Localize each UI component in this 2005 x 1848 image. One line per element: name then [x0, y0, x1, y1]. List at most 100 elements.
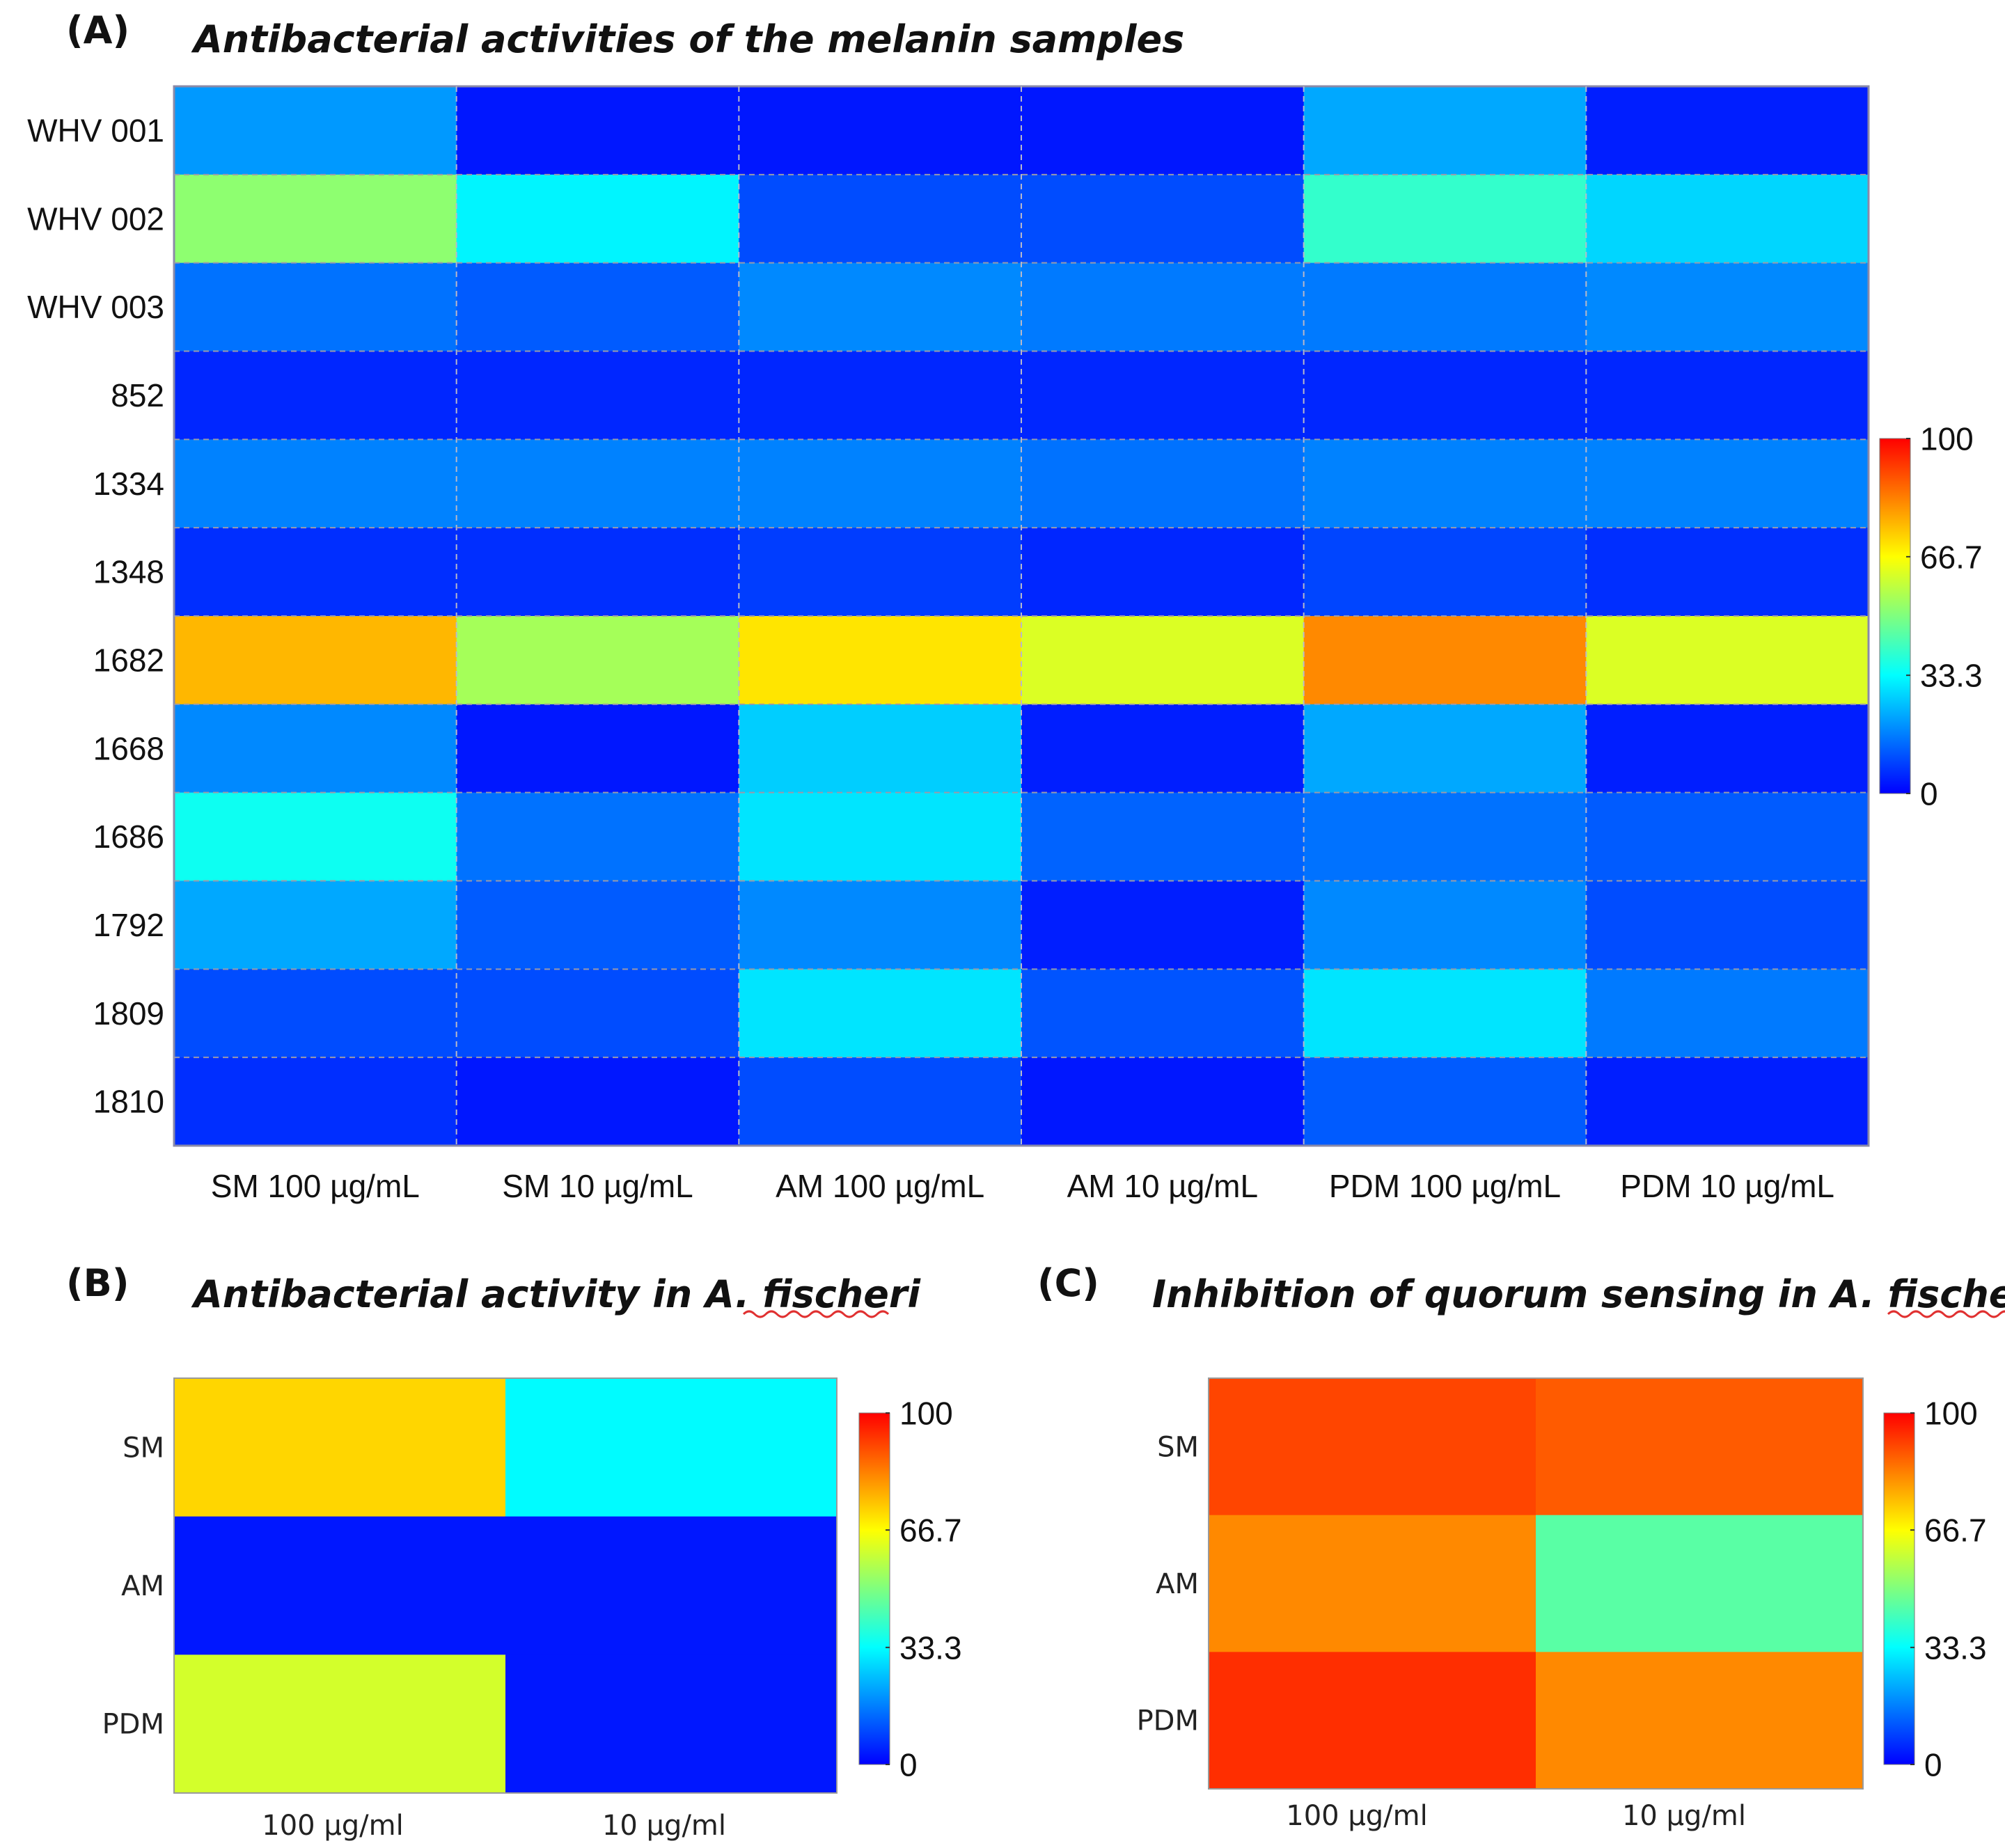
c-cell-r2-c0	[1209, 1652, 1536, 1790]
a-cell-r10-c4	[1303, 969, 1587, 1058]
a-colorbar-tick-2: 33.3	[1920, 658, 1983, 694]
a-cell-r4-c4	[1303, 439, 1587, 528]
c-cell-r1-c0	[1209, 1515, 1536, 1652]
a-cell-r0-c1	[456, 86, 739, 175]
panel-b-row-labels: SM AM PDM	[102, 1432, 164, 1740]
a-row-label-11: 1810	[93, 1084, 164, 1120]
a-cell-r2-c2	[739, 262, 1022, 352]
a-cell-r10-c0	[174, 969, 457, 1058]
a-cell-r1-c5	[1586, 174, 1869, 264]
c-colorbar-tick-1: 66.7	[1924, 1513, 1987, 1549]
a-cell-r8-c5	[1586, 792, 1869, 881]
b-column-label-0: 100 µg/ml	[262, 1810, 403, 1842]
a-cell-r0-c5	[1586, 86, 1869, 175]
a-cell-r9-c2	[739, 880, 1022, 970]
b-colorbar-tick-3: 0	[899, 1747, 918, 1783]
panel-b-column-labels: 100 µg/ml 10 µg/ml	[262, 1810, 726, 1842]
a-column-label-2: AM 100 µg/mL	[776, 1168, 984, 1204]
c-colorbar-tick-2: 33.3	[1924, 1629, 1987, 1666]
panel-c-column-labels: 100 µg/ml 10 µg/ml	[1286, 1800, 1746, 1832]
a-cell-r2-c3	[1021, 262, 1305, 352]
c-colorbar-gradient	[1883, 1412, 1915, 1765]
a-cell-r5-c1	[456, 528, 739, 617]
panel-b-letter: (B)	[66, 1261, 129, 1305]
a-colorbar-gradient	[1879, 438, 1911, 794]
a-cell-r6-c1	[456, 616, 739, 705]
a-cell-r11-c2	[739, 1057, 1022, 1146]
a-cell-r3-c1	[456, 351, 739, 440]
a-cell-r4-c1	[456, 439, 739, 528]
a-row-label-5: 1348	[93, 554, 164, 590]
a-cell-r1-c4	[1303, 174, 1587, 264]
panel-c-colorbar: 100 66.7 33.3 0	[1883, 1396, 1987, 1783]
a-cell-r11-c0	[174, 1057, 457, 1146]
a-cell-r11-c4	[1303, 1057, 1587, 1146]
panel-a-cells	[173, 85, 1870, 1147]
a-cell-r11-c5	[1586, 1057, 1869, 1146]
panel-a-column-labels: SM 100 µg/mL SM 10 µg/mL AM 100 µg/mL AM 10…	[211, 1168, 1834, 1204]
a-cell-r9-c3	[1021, 880, 1305, 970]
a-cell-r6-c0	[174, 616, 457, 705]
b-row-label-1: AM	[121, 1570, 164, 1602]
c-column-label-0: 100 µg/ml	[1286, 1800, 1427, 1832]
a-cell-r10-c3	[1021, 969, 1305, 1058]
panel-b-cells	[173, 1377, 838, 1794]
a-cell-r1-c1	[456, 174, 739, 264]
b-cell-r1-c0	[174, 1516, 506, 1655]
a-row-label-8: 1686	[93, 819, 164, 855]
a-cell-r9-c5	[1586, 880, 1869, 970]
c-cell-r1-c1	[1536, 1515, 1864, 1652]
b-row-label-2: PDM	[102, 1709, 164, 1741]
a-cell-r6-c3	[1021, 616, 1305, 705]
a-row-label-6: 1682	[93, 642, 164, 679]
a-cell-r2-c4	[1303, 262, 1587, 352]
c-cell-r2-c1	[1536, 1652, 1864, 1790]
c-cell-r0-c1	[1536, 1378, 1864, 1516]
b-cell-r2-c0	[174, 1654, 506, 1794]
b-frame	[173, 1377, 838, 1794]
a-cell-r4-c2	[739, 439, 1022, 528]
a-cell-r5-c5	[1586, 528, 1869, 617]
b-column-label-1: 10 µg/ml	[602, 1810, 726, 1842]
a-cell-r4-c5	[1586, 439, 1869, 528]
panel-a-letter: (A)	[66, 8, 129, 52]
a-colorbar-tick-0: 100	[1920, 421, 1974, 457]
a-row-label-1: WHV 002	[27, 200, 164, 237]
a-row-label-2: WHV 003	[27, 289, 164, 325]
a-cell-r3-c4	[1303, 351, 1587, 440]
b-cell-r0-c0	[174, 1378, 506, 1517]
panel-b-colorbar: 100 66.7 33.3 0	[858, 1396, 962, 1783]
panel-a-colorbar: 100 66.7 33.3 0	[1879, 421, 1983, 812]
a-cell-r7-c2	[739, 704, 1022, 793]
a-cell-r5-c3	[1021, 528, 1305, 617]
a-cell-r7-c1	[456, 704, 739, 793]
a-cell-r1-c0	[174, 174, 457, 264]
panel-b: (B) Antibacterial activity in A. fischer…	[66, 1261, 962, 1842]
a-colorbar-tick-1: 66.7	[1920, 539, 1983, 575]
a-cell-r0-c4	[1303, 86, 1587, 175]
a-cell-r8-c3	[1021, 792, 1305, 881]
panel-c-cells	[1208, 1377, 1864, 1790]
a-cell-r10-c2	[739, 969, 1022, 1058]
panel-c-spellcheck-underline	[1887, 1310, 2005, 1318]
b-colorbar-tick-1: 66.7	[899, 1513, 962, 1549]
a-row-label-4: 1334	[93, 466, 164, 502]
a-cell-r10-c5	[1586, 969, 1869, 1058]
a-row-label-3: 852	[111, 377, 164, 413]
a-cell-r7-c3	[1021, 704, 1305, 793]
a-cell-r11-c3	[1021, 1057, 1305, 1146]
b-colorbar-gradient	[858, 1412, 890, 1765]
c-row-label-1: AM	[1156, 1568, 1199, 1600]
a-colorbar-tick-3: 0	[1920, 776, 1938, 812]
a-cell-r8-c4	[1303, 792, 1587, 881]
a-cell-r1-c3	[1021, 174, 1305, 264]
a-cell-r6-c5	[1586, 616, 1869, 705]
a-cell-r6-c2	[739, 616, 1022, 705]
a-cell-r9-c0	[174, 880, 457, 970]
a-cell-r5-c0	[174, 528, 457, 617]
a-cell-r1-c2	[739, 174, 1022, 264]
a-cell-r5-c4	[1303, 528, 1587, 617]
a-column-label-0: SM 100 µg/mL	[211, 1168, 420, 1204]
a-cell-r10-c1	[456, 969, 739, 1058]
a-row-label-7: 1668	[93, 730, 164, 766]
